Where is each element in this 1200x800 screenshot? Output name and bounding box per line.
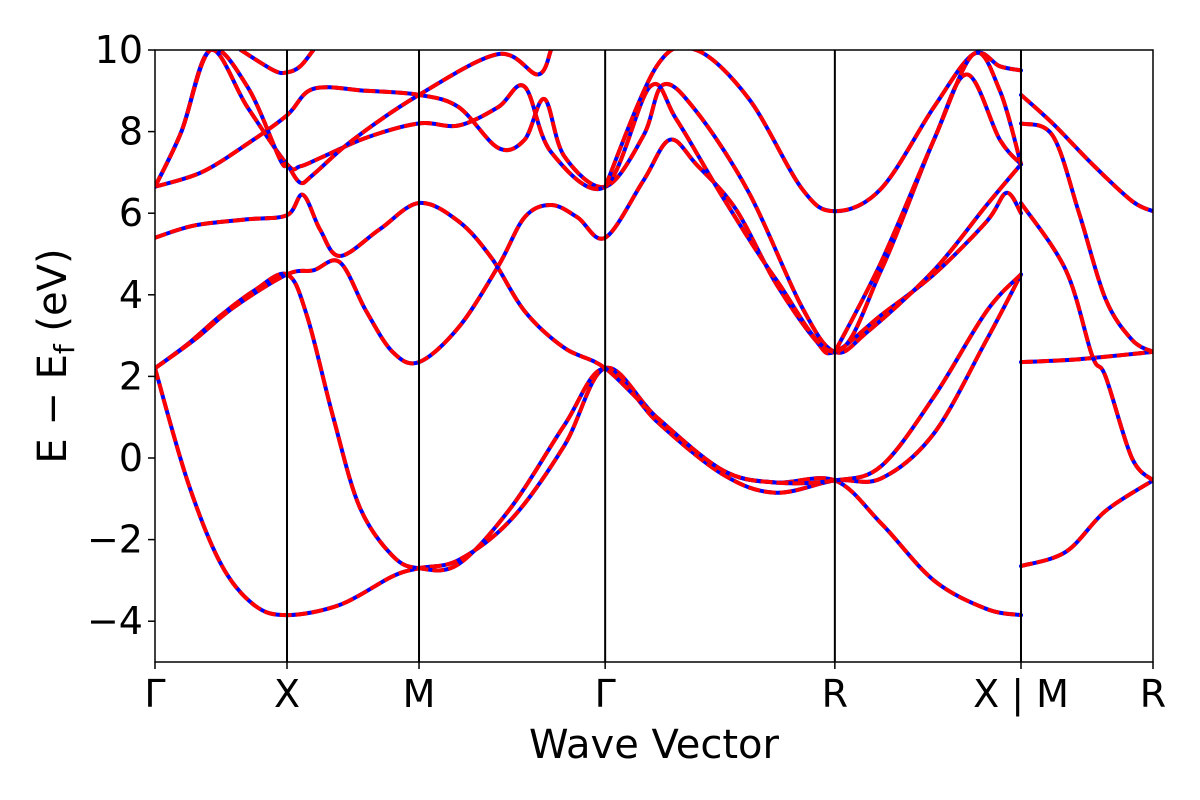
y-tick-label: 2 xyxy=(119,354,143,398)
band-line-10-dashed xyxy=(1020,349,1153,365)
x-tick-label: Γ xyxy=(595,672,616,716)
x-tick-label: Γ xyxy=(144,672,165,716)
y-tick-label: 0 xyxy=(119,436,143,480)
band-line-1-solid xyxy=(155,271,1023,573)
y-axis-ticks: −4 −2 0 2 4 6 8 10 xyxy=(87,28,155,643)
x-axis-ticks: Γ X M Γ R X | M R xyxy=(144,662,1166,717)
band-lines xyxy=(155,50,1153,618)
y-tick-label: 8 xyxy=(119,110,143,154)
plot-frame xyxy=(154,49,1154,663)
band-line-5-dashed xyxy=(155,50,1023,354)
x-tick-label: R xyxy=(1140,672,1166,716)
y-axis-title: E − Ef (eV) xyxy=(30,248,81,463)
y-tick-label: 10 xyxy=(95,28,143,72)
band-line-13-dashed xyxy=(1020,121,1153,354)
band-line-14-dashed xyxy=(1019,93,1153,214)
band-line-8-dashed xyxy=(239,50,315,76)
band-line-0-solid xyxy=(155,365,1023,618)
x-tick-label: X | M xyxy=(973,672,1069,717)
band-line-2-dashed xyxy=(155,192,1023,486)
band-line-11-dashed xyxy=(1020,478,1153,569)
y-axis-title-unit: (eV) xyxy=(30,248,76,344)
band-line-7-solid xyxy=(603,50,1023,214)
band-line-4-solid xyxy=(155,81,1023,355)
band-line-0-dashed xyxy=(155,365,1022,618)
high-symmetry-lines xyxy=(286,50,1022,662)
band-line-9-dashed xyxy=(833,50,1023,353)
x-axis-title: Wave Vector xyxy=(529,722,780,768)
band-line-3-dashed xyxy=(155,137,1023,370)
band-line-4-dashed xyxy=(155,81,1023,355)
x-tick-label: M xyxy=(403,672,436,716)
y-tick-label: −4 xyxy=(87,599,143,643)
y-axis-title-subscript: f xyxy=(48,343,81,354)
x-tick-label: R xyxy=(822,672,848,716)
y-tick-label: 6 xyxy=(119,191,143,235)
y-axis-title-main: E − E xyxy=(30,354,76,464)
y-tick-label: −2 xyxy=(87,518,143,562)
band-line-12-dashed xyxy=(1019,201,1153,482)
x-tick-label: X xyxy=(274,672,300,716)
y-tick-label: 4 xyxy=(119,273,143,317)
band-line-1-dashed xyxy=(155,271,1023,573)
